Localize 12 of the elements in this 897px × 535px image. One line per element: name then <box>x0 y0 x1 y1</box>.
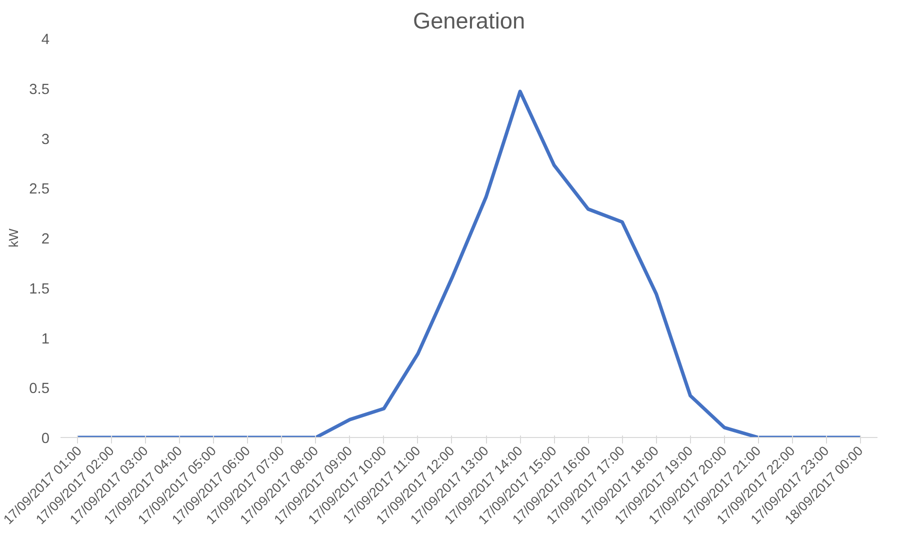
y-tick-label: 2.5 <box>29 182 50 198</box>
y-tick-label: 3.5 <box>29 82 50 98</box>
y-tick-label: 3 <box>41 132 50 148</box>
line-series <box>76 90 862 438</box>
y-tick-label: 2 <box>41 232 50 248</box>
y-tick-label: 4 <box>41 32 50 48</box>
y-tick-label: 0 <box>41 431 50 447</box>
y-axis-title: kW <box>6 228 22 248</box>
y-tick-label: 1.5 <box>29 281 50 298</box>
chart-title: Generation <box>412 8 526 34</box>
y-tick-label: 0.5 <box>29 381 50 398</box>
y-tick-label: 1 <box>41 331 50 348</box>
